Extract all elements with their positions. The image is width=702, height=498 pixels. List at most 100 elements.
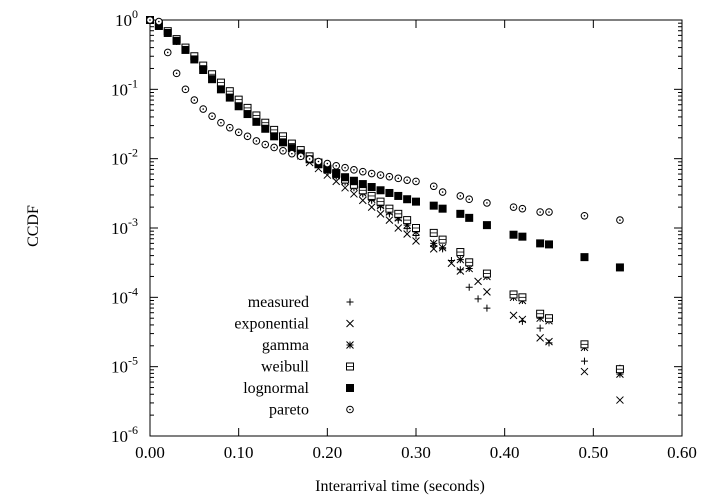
- data-point: [190, 55, 199, 64]
- data-point: [146, 16, 154, 24]
- data-point: [252, 117, 261, 126]
- x-tick-label: 0.10: [224, 443, 254, 462]
- data-point: [376, 171, 385, 179]
- data-point: [456, 255, 465, 264]
- data-point: [456, 192, 465, 200]
- data-point: [190, 96, 199, 104]
- data-point: [509, 203, 518, 211]
- data-point: [172, 69, 181, 78]
- data-point: [456, 267, 465, 275]
- legend-label: pareto: [269, 402, 309, 419]
- data-point: [483, 199, 491, 207]
- data-point: [456, 209, 465, 218]
- legend-marker: [346, 341, 354, 349]
- data-point: [465, 258, 474, 267]
- y-axis: 100 10-1 10-2 10-3 10-4 10-5 10-6: [111, 7, 682, 446]
- data-point: [429, 245, 438, 253]
- data-point: [385, 172, 394, 181]
- x-tick-label: 0.00: [135, 443, 165, 462]
- data-point: [616, 216, 624, 224]
- data-point: [615, 365, 624, 374]
- data-point: [163, 28, 172, 37]
- data-point: [376, 209, 385, 218]
- data-point: [483, 304, 491, 312]
- data-point: [155, 17, 163, 26]
- data-point: [376, 186, 385, 195]
- data-point: [225, 93, 234, 102]
- data-point: [305, 155, 314, 163]
- data-point: [394, 214, 403, 222]
- data-point: [332, 177, 341, 186]
- data-point: [518, 204, 527, 213]
- data-point: [234, 95, 243, 104]
- legend: measured exponential gamma weibull lognormal…: [234, 294, 354, 419]
- data-point: [199, 66, 208, 75]
- data-point: [438, 204, 447, 213]
- data-point: [376, 201, 385, 210]
- data-point: [616, 396, 624, 404]
- data-point: [580, 211, 589, 220]
- data-point: [288, 149, 296, 158]
- data-point: [385, 216, 394, 224]
- series-weibull: [146, 16, 624, 374]
- data-point: [438, 235, 447, 244]
- data-point: [394, 209, 403, 218]
- data-point: [456, 248, 465, 257]
- data-point: [199, 105, 207, 113]
- data-point: [279, 138, 287, 147]
- data-point: [243, 110, 252, 119]
- data-point: [217, 118, 225, 127]
- x-tick-label: 0.50: [578, 443, 608, 462]
- data-point: [580, 340, 589, 349]
- data-point: [385, 188, 394, 197]
- data-point: [536, 208, 544, 216]
- y-tick-label: 10-1: [111, 76, 138, 99]
- data-point: [358, 180, 367, 189]
- series-gamma: [146, 16, 624, 379]
- data-point: [359, 167, 367, 176]
- series-pareto: [146, 16, 624, 224]
- data-point: [163, 48, 172, 57]
- data-point: [615, 263, 624, 272]
- data-point: [208, 112, 216, 120]
- y-tick-label: 100: [115, 7, 138, 30]
- data-point: [465, 283, 473, 291]
- y-tick-label: 10-2: [111, 146, 138, 169]
- legend-marker: [346, 384, 354, 392]
- data-point: [482, 221, 491, 230]
- data-point: [208, 75, 217, 84]
- data-point: [545, 337, 553, 346]
- data-point: [509, 311, 518, 320]
- data-point: [465, 264, 474, 273]
- data-point: [545, 240, 553, 249]
- data-point: [385, 204, 394, 213]
- data-point: [314, 157, 323, 166]
- data-point: [332, 169, 341, 178]
- data-point: [279, 146, 287, 155]
- data-point: [367, 191, 376, 200]
- legend-marker: [346, 405, 354, 414]
- data-point: [429, 228, 438, 237]
- data-point: [261, 140, 270, 149]
- data-point: [234, 128, 243, 137]
- data-point: [465, 195, 474, 204]
- x-tick-label: 0.60: [667, 443, 697, 462]
- data-point: [509, 230, 518, 239]
- data-point: [270, 143, 278, 152]
- legend-marker: [346, 298, 354, 306]
- data-point: [509, 290, 518, 299]
- data-points: [146, 16, 624, 404]
- data-point: [518, 315, 527, 324]
- data-point: [429, 201, 438, 210]
- data-point: [456, 266, 464, 274]
- data-point: [412, 237, 420, 245]
- data-point: [358, 196, 367, 205]
- data-point: [261, 124, 270, 133]
- data-point: [403, 176, 411, 184]
- data-point: [394, 174, 403, 183]
- data-point: [350, 166, 358, 174]
- data-point: [394, 191, 403, 200]
- y-tick-label: 10-4: [111, 284, 138, 307]
- x-axis-title: Interarrival time (seconds): [315, 478, 485, 495]
- data-point: [341, 173, 350, 182]
